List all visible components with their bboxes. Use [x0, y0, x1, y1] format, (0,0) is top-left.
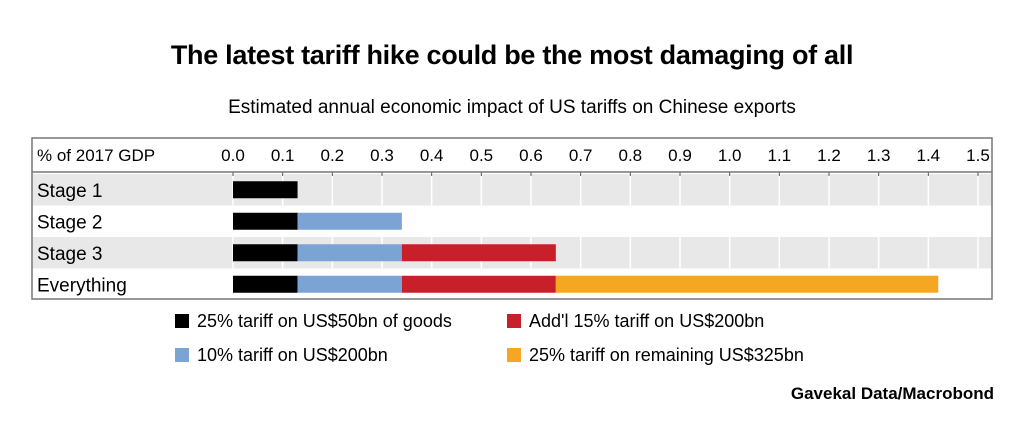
bar-segment	[233, 275, 298, 293]
category-label: Stage 2	[37, 212, 103, 233]
axis-label: % of 2017 GDP	[37, 146, 155, 165]
category-label: Everything	[37, 275, 127, 296]
tick-label: 1.1	[768, 146, 792, 165]
legend-item-stage2: 10% tariff on US$200bn	[175, 343, 388, 367]
legend-swatch	[507, 348, 521, 362]
bar-segment	[297, 275, 402, 293]
bar-segment	[297, 212, 402, 230]
legend-item-everything: 25% tariff on remaining US$325bn	[507, 343, 804, 367]
tick-label: 0.5	[470, 146, 494, 165]
bar-segment	[233, 181, 298, 199]
plot-frame	[31, 137, 993, 300]
tick-label: 0.4	[420, 146, 444, 165]
source-credit: Gavekal Data/Macrobond	[790, 384, 994, 403]
tick-label: 1.4	[917, 146, 941, 165]
legend-swatch	[507, 314, 521, 328]
legend-item-stage1: 25% tariff on US$50bn of goods	[175, 309, 452, 333]
row-background	[32, 174, 992, 206]
tick-label: 0.1	[271, 146, 295, 165]
bar-segment	[233, 244, 298, 262]
tick-label: 0.6	[519, 146, 543, 165]
tick-label: 0.7	[569, 146, 593, 165]
legend-swatch	[175, 314, 189, 328]
tick-label: 0.8	[619, 146, 643, 165]
legend-item-stage3: Add'l 15% tariff on US$200bn	[507, 309, 764, 333]
legend-label: 10% tariff on US$200bn	[197, 344, 388, 365]
tick-label: 0.3	[370, 146, 394, 165]
category-label: Stage 3	[37, 244, 103, 265]
tick-label: 0.0	[221, 146, 245, 165]
legend-label: 25% tariff on US$50bn of goods	[197, 310, 452, 331]
legend-label: 25% tariff on remaining US$325bn	[529, 344, 804, 365]
tick-label: 1.0	[718, 146, 742, 165]
legend-swatch	[175, 348, 189, 362]
chart-title: The latest tariff hike could be the most…	[170, 40, 854, 70]
legend-label: Add'l 15% tariff on US$200bn	[529, 310, 765, 331]
tick-label: 0.9	[668, 146, 692, 165]
tick-label: 1.2	[817, 146, 841, 165]
bar-segment	[401, 275, 556, 293]
bar-segment	[401, 244, 556, 262]
category-label: Stage 1	[37, 181, 103, 202]
tick-label: 0.2	[321, 146, 345, 165]
chart-subtitle: Estimated annual economic impact of US t…	[228, 97, 796, 118]
tick-label: 1.3	[867, 146, 891, 165]
tick-label: 1.5	[966, 146, 990, 165]
bar-segment	[233, 212, 298, 230]
bar-segment	[555, 275, 939, 293]
bar-segment	[297, 244, 402, 262]
